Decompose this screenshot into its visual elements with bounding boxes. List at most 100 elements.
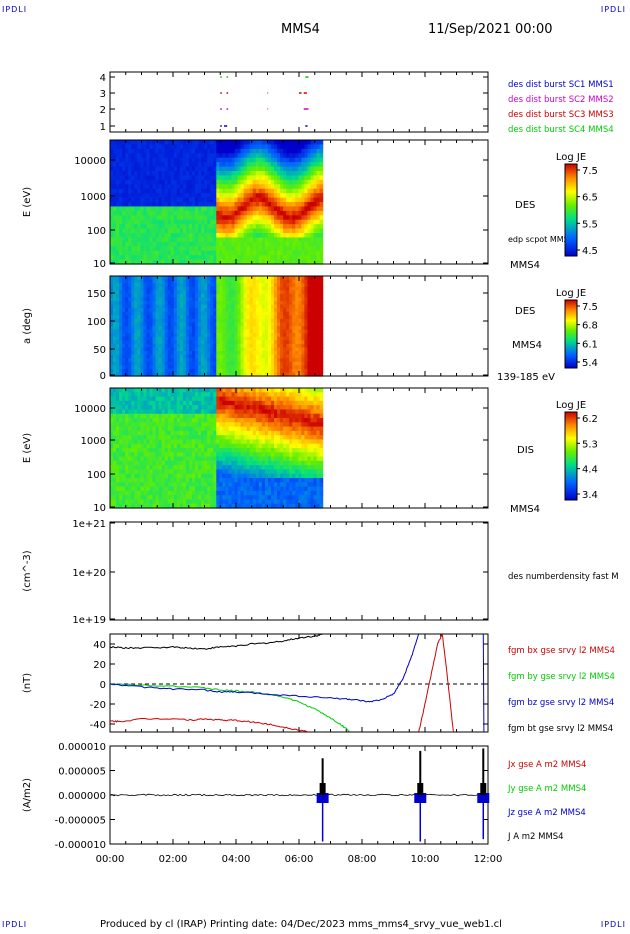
heatmap-cell xyxy=(110,286,114,291)
heatmap-cell xyxy=(110,326,114,331)
heatmap-cell xyxy=(164,276,169,281)
des_pitch-heatmap xyxy=(110,276,324,377)
heatmap-cell xyxy=(295,250,299,256)
heatmap-cell xyxy=(243,246,248,252)
heatmap-cell xyxy=(201,148,205,154)
heatmap-cell xyxy=(213,347,217,352)
heatmap-cell xyxy=(252,206,257,212)
heatmap-cell xyxy=(280,228,284,234)
heatmap-cell xyxy=(173,435,178,441)
heatmap-cell xyxy=(283,358,287,363)
heatmap-cell xyxy=(176,368,181,374)
heatmap-cell xyxy=(249,188,254,194)
heatmap-cell xyxy=(210,140,214,146)
heatmap-cell xyxy=(179,333,184,338)
heatmap-cell xyxy=(274,171,278,177)
heatmap-cell xyxy=(179,336,184,341)
heatmap-cell xyxy=(110,322,114,327)
heatmap-cell xyxy=(289,279,293,284)
heatmap-cell xyxy=(152,392,157,398)
heatmap-cell xyxy=(113,329,117,334)
heatmap-cell xyxy=(182,304,187,309)
heatmap-cell xyxy=(110,329,114,334)
heatmap-cell xyxy=(219,343,223,349)
heatmap-cell xyxy=(210,308,214,313)
heatmap-cell xyxy=(131,452,135,458)
heatmap-cell xyxy=(261,276,266,281)
y-tick-label: 2 xyxy=(100,105,106,116)
heatmap-cell xyxy=(137,396,141,402)
heatmap-cell xyxy=(137,293,141,299)
heatmap-cell xyxy=(179,175,184,181)
heatmap-cell xyxy=(295,210,299,216)
heatmap-cell xyxy=(140,250,145,256)
heatmap-cell xyxy=(149,202,154,208)
heatmap-cell xyxy=(140,418,145,423)
heatmap-cell xyxy=(164,430,169,436)
heatmap-cell xyxy=(219,322,223,327)
heatmap-cell xyxy=(152,486,157,492)
heatmap-cell xyxy=(125,228,129,234)
heatmap-cell xyxy=(255,279,260,284)
heatmap-cell xyxy=(173,486,178,492)
heatmap-cell xyxy=(267,246,272,252)
heatmap-cell xyxy=(155,448,160,453)
heatmap-cell xyxy=(283,333,287,338)
heatmap-cell xyxy=(192,478,196,483)
heatmap-cell xyxy=(198,259,202,265)
heatmap-cell xyxy=(216,233,220,239)
heatmap-cell xyxy=(134,400,138,406)
heatmap-cell xyxy=(246,279,251,284)
heatmap-cell xyxy=(161,435,166,441)
heatmap-cell xyxy=(240,237,245,243)
heatmap-cell xyxy=(240,175,245,181)
heatmap-cell xyxy=(270,279,275,284)
heatmap-cell xyxy=(246,237,251,243)
heatmap-cell xyxy=(152,283,157,288)
heatmap-cell xyxy=(237,293,242,299)
heatmap-cell xyxy=(255,162,260,168)
heatmap-cell xyxy=(143,388,148,393)
heatmap-cell xyxy=(222,255,227,261)
heatmap-cell xyxy=(280,166,284,172)
heatmap-cell xyxy=(274,304,278,309)
heatmap-cell xyxy=(116,340,120,345)
heatmap-cell xyxy=(313,347,318,352)
heatmap-cell xyxy=(198,354,202,359)
heatmap-cell xyxy=(319,233,324,239)
heatmap-cell xyxy=(131,140,135,146)
heatmap-cell xyxy=(152,241,157,247)
heatmap-cell xyxy=(195,456,199,462)
heatmap-cell xyxy=(286,144,290,150)
heatmap-cell xyxy=(277,322,281,327)
heatmap-cell xyxy=(170,405,175,411)
heatmap-cell xyxy=(289,322,293,327)
heatmap-cell xyxy=(128,448,132,453)
heatmap-cell xyxy=(137,351,141,356)
heatmap-cell xyxy=(213,259,217,265)
heatmap-cell xyxy=(155,495,160,501)
heatmap-cell xyxy=(131,443,135,449)
heatmap-cell xyxy=(131,409,135,415)
heatmap-cell xyxy=(283,250,287,256)
heatmap-cell xyxy=(213,304,217,309)
heatmap-cell xyxy=(231,171,236,177)
heatmap-cell xyxy=(146,308,151,313)
heatmap-cell xyxy=(192,171,196,177)
heatmap-cell xyxy=(188,365,193,370)
heatmap-cell xyxy=(110,473,114,479)
heatmap-cell xyxy=(195,439,199,445)
heatmap-cell xyxy=(277,326,281,331)
heatmap-cell xyxy=(146,351,151,356)
heatmap-cell xyxy=(228,336,233,341)
heatmap-cell xyxy=(304,171,309,177)
heatmap-cell xyxy=(313,215,318,221)
heatmap-cell xyxy=(277,368,281,374)
heatmap-cell xyxy=(140,276,145,281)
heatmap-cell xyxy=(167,413,172,419)
heatmap-cell xyxy=(246,255,251,261)
heatmap-cell xyxy=(116,413,120,419)
heatmap-cell xyxy=(277,237,281,243)
heatmap-cell xyxy=(219,206,223,212)
heatmap-cell xyxy=(301,246,305,252)
